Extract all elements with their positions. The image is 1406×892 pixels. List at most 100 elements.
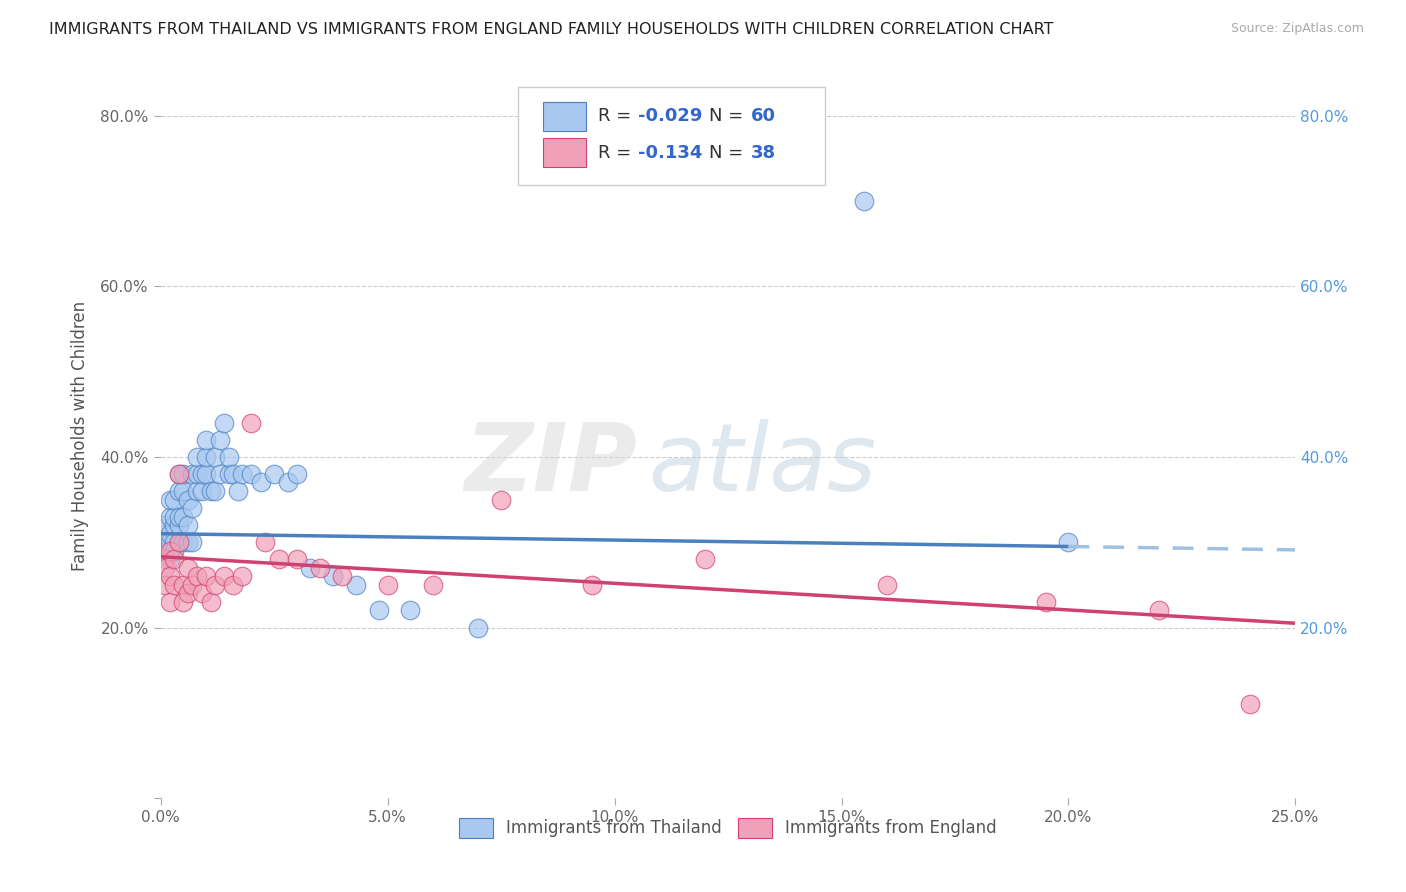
- Point: [167, 467, 190, 481]
- Point: [240, 416, 263, 430]
- Point: [153, 518, 176, 533]
- Point: [167, 509, 190, 524]
- Text: atlas: atlas: [648, 419, 877, 510]
- Point: [153, 526, 176, 541]
- Point: [159, 535, 181, 549]
- Point: [163, 535, 186, 549]
- Point: [263, 467, 285, 481]
- Text: R =: R =: [598, 108, 637, 126]
- Point: [204, 578, 226, 592]
- Legend: Immigrants from Thailand, Immigrants from England: Immigrants from Thailand, Immigrants fro…: [453, 812, 1004, 844]
- Point: [422, 578, 444, 592]
- Point: [181, 467, 204, 481]
- Point: [208, 467, 231, 481]
- Text: N =: N =: [709, 108, 749, 126]
- Point: [285, 467, 308, 481]
- Point: [285, 552, 308, 566]
- Point: [1057, 535, 1080, 549]
- Point: [1149, 603, 1171, 617]
- Point: [159, 595, 181, 609]
- Point: [159, 492, 181, 507]
- Point: [163, 518, 186, 533]
- Point: [200, 595, 222, 609]
- Point: [163, 543, 186, 558]
- Point: [181, 501, 204, 516]
- Point: [254, 535, 277, 549]
- Point: [218, 467, 240, 481]
- Text: ZIP: ZIP: [464, 418, 637, 510]
- Point: [177, 518, 200, 533]
- Point: [299, 561, 322, 575]
- Point: [190, 467, 212, 481]
- Point: [181, 535, 204, 549]
- Point: [167, 535, 190, 549]
- Point: [177, 586, 200, 600]
- Point: [159, 509, 181, 524]
- Point: [277, 475, 299, 490]
- Point: [218, 450, 240, 464]
- Text: R =: R =: [598, 144, 637, 161]
- Point: [159, 569, 181, 583]
- Point: [167, 467, 190, 481]
- Point: [267, 552, 290, 566]
- Point: [167, 518, 190, 533]
- Point: [163, 552, 186, 566]
- Point: [195, 433, 218, 447]
- Point: [172, 483, 194, 498]
- Point: [308, 561, 330, 575]
- Text: 60: 60: [751, 108, 776, 126]
- Point: [581, 578, 603, 592]
- Point: [377, 578, 399, 592]
- Point: [322, 569, 344, 583]
- Point: [190, 483, 212, 498]
- Point: [195, 467, 218, 481]
- Point: [159, 526, 181, 541]
- Point: [399, 603, 422, 617]
- Point: [212, 569, 235, 583]
- Text: IMMIGRANTS FROM THAILAND VS IMMIGRANTS FROM ENGLAND FAMILY HOUSEHOLDS WITH CHILD: IMMIGRANTS FROM THAILAND VS IMMIGRANTS F…: [49, 22, 1053, 37]
- Y-axis label: Family Households with Children: Family Households with Children: [72, 301, 89, 571]
- Text: N =: N =: [709, 144, 749, 161]
- Point: [190, 586, 212, 600]
- Point: [186, 483, 208, 498]
- Point: [153, 535, 176, 549]
- Point: [876, 578, 898, 592]
- Point: [172, 467, 194, 481]
- Point: [489, 492, 512, 507]
- Point: [153, 543, 176, 558]
- Point: [163, 578, 186, 592]
- Point: [172, 595, 194, 609]
- Point: [186, 450, 208, 464]
- Point: [344, 578, 367, 592]
- Point: [695, 552, 717, 566]
- Point: [159, 552, 181, 566]
- Point: [212, 416, 235, 430]
- Point: [467, 620, 489, 634]
- Point: [163, 509, 186, 524]
- Point: [200, 483, 222, 498]
- Point: [177, 492, 200, 507]
- Text: -0.029: -0.029: [638, 108, 703, 126]
- Point: [1035, 595, 1057, 609]
- Point: [231, 467, 253, 481]
- Point: [208, 433, 231, 447]
- Text: -0.134: -0.134: [638, 144, 703, 161]
- Point: [226, 483, 249, 498]
- Point: [172, 578, 194, 592]
- Point: [853, 194, 876, 208]
- Point: [222, 578, 245, 592]
- Point: [167, 483, 190, 498]
- FancyBboxPatch shape: [519, 87, 824, 186]
- Point: [186, 569, 208, 583]
- FancyBboxPatch shape: [543, 102, 586, 131]
- Point: [181, 578, 204, 592]
- Point: [249, 475, 271, 490]
- Point: [153, 578, 176, 592]
- Point: [367, 603, 389, 617]
- Point: [177, 561, 200, 575]
- Point: [240, 467, 263, 481]
- Point: [153, 561, 176, 575]
- FancyBboxPatch shape: [543, 138, 586, 168]
- Text: Source: ZipAtlas.com: Source: ZipAtlas.com: [1230, 22, 1364, 36]
- Point: [330, 569, 353, 583]
